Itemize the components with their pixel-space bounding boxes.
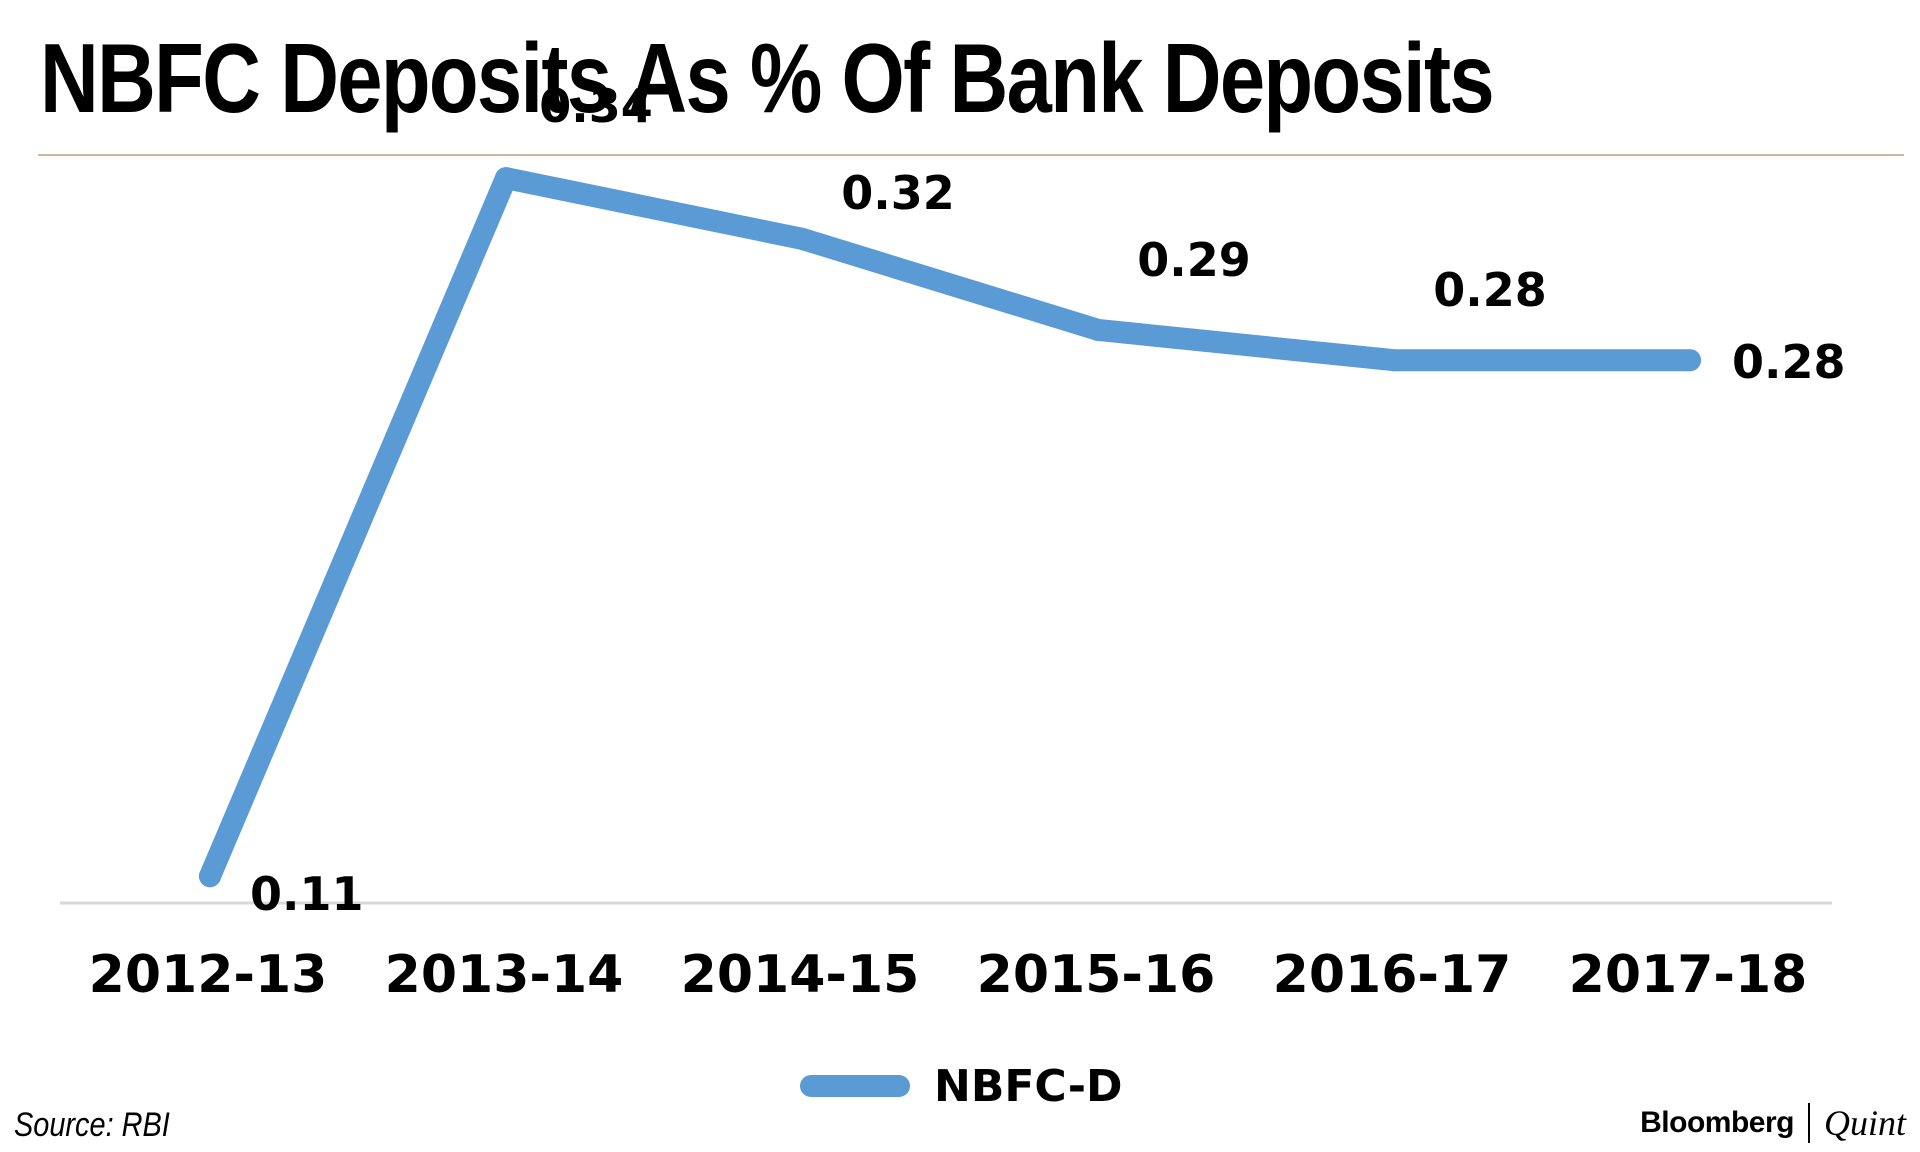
- x-tick-label-2014-15: 2014-15: [681, 945, 920, 1005]
- data-point-2016-17: [1383, 349, 1405, 372]
- source-note: Source: RBI: [14, 1106, 170, 1144]
- data-point-2012-13: [199, 865, 221, 888]
- line-chart: 0.11 0.34 0.32 0.29 0.28 0.28 2012-13 2013-14 20…: [60, 79, 1846, 1005]
- x-tick-label-2015-16: 2015-16: [977, 945, 1216, 1005]
- data-label-2016-17: 0.28: [1433, 263, 1547, 317]
- legend: NBFC-D: [800, 1058, 1123, 1114]
- brand-quint: Quint: [1823, 1103, 1906, 1143]
- data-point-2014-15: [791, 227, 813, 250]
- brand-separator: [1807, 1103, 1810, 1143]
- chart-title: NBFC Deposits As % Of Bank Deposits: [40, 23, 1495, 133]
- brand-logo: Bloomberg Quint: [1640, 1102, 1906, 1144]
- x-tick-label-2016-17: 2016-17: [1273, 945, 1512, 1005]
- series-line-nbfc-d: [199, 167, 1701, 888]
- data-label-2013-14: 0.34: [539, 79, 653, 133]
- x-tick-label-2012-13: 2012-13: [89, 945, 328, 1005]
- x-tick-label-2017-18: 2017-18: [1569, 945, 1808, 1005]
- data-label-2014-15: 0.32: [841, 166, 955, 220]
- data-label-2017-18: 0.28: [1732, 335, 1846, 389]
- data-label-2015-16: 0.29: [1137, 233, 1251, 287]
- data-label-2012-13: 0.11: [250, 867, 364, 921]
- legend-label-nbfc-d: NBFC-D: [934, 1060, 1123, 1112]
- data-point-2017-18: [1679, 349, 1701, 372]
- legend-swatch-nbfc-d: [800, 1075, 910, 1097]
- data-point-2013-14: [495, 167, 517, 190]
- brand-bloomberg: Bloomberg: [1640, 1106, 1794, 1139]
- title-divider: [38, 154, 1904, 156]
- data-point-2015-16: [1087, 318, 1109, 341]
- x-tick-label-2013-14: 2013-14: [385, 945, 624, 1005]
